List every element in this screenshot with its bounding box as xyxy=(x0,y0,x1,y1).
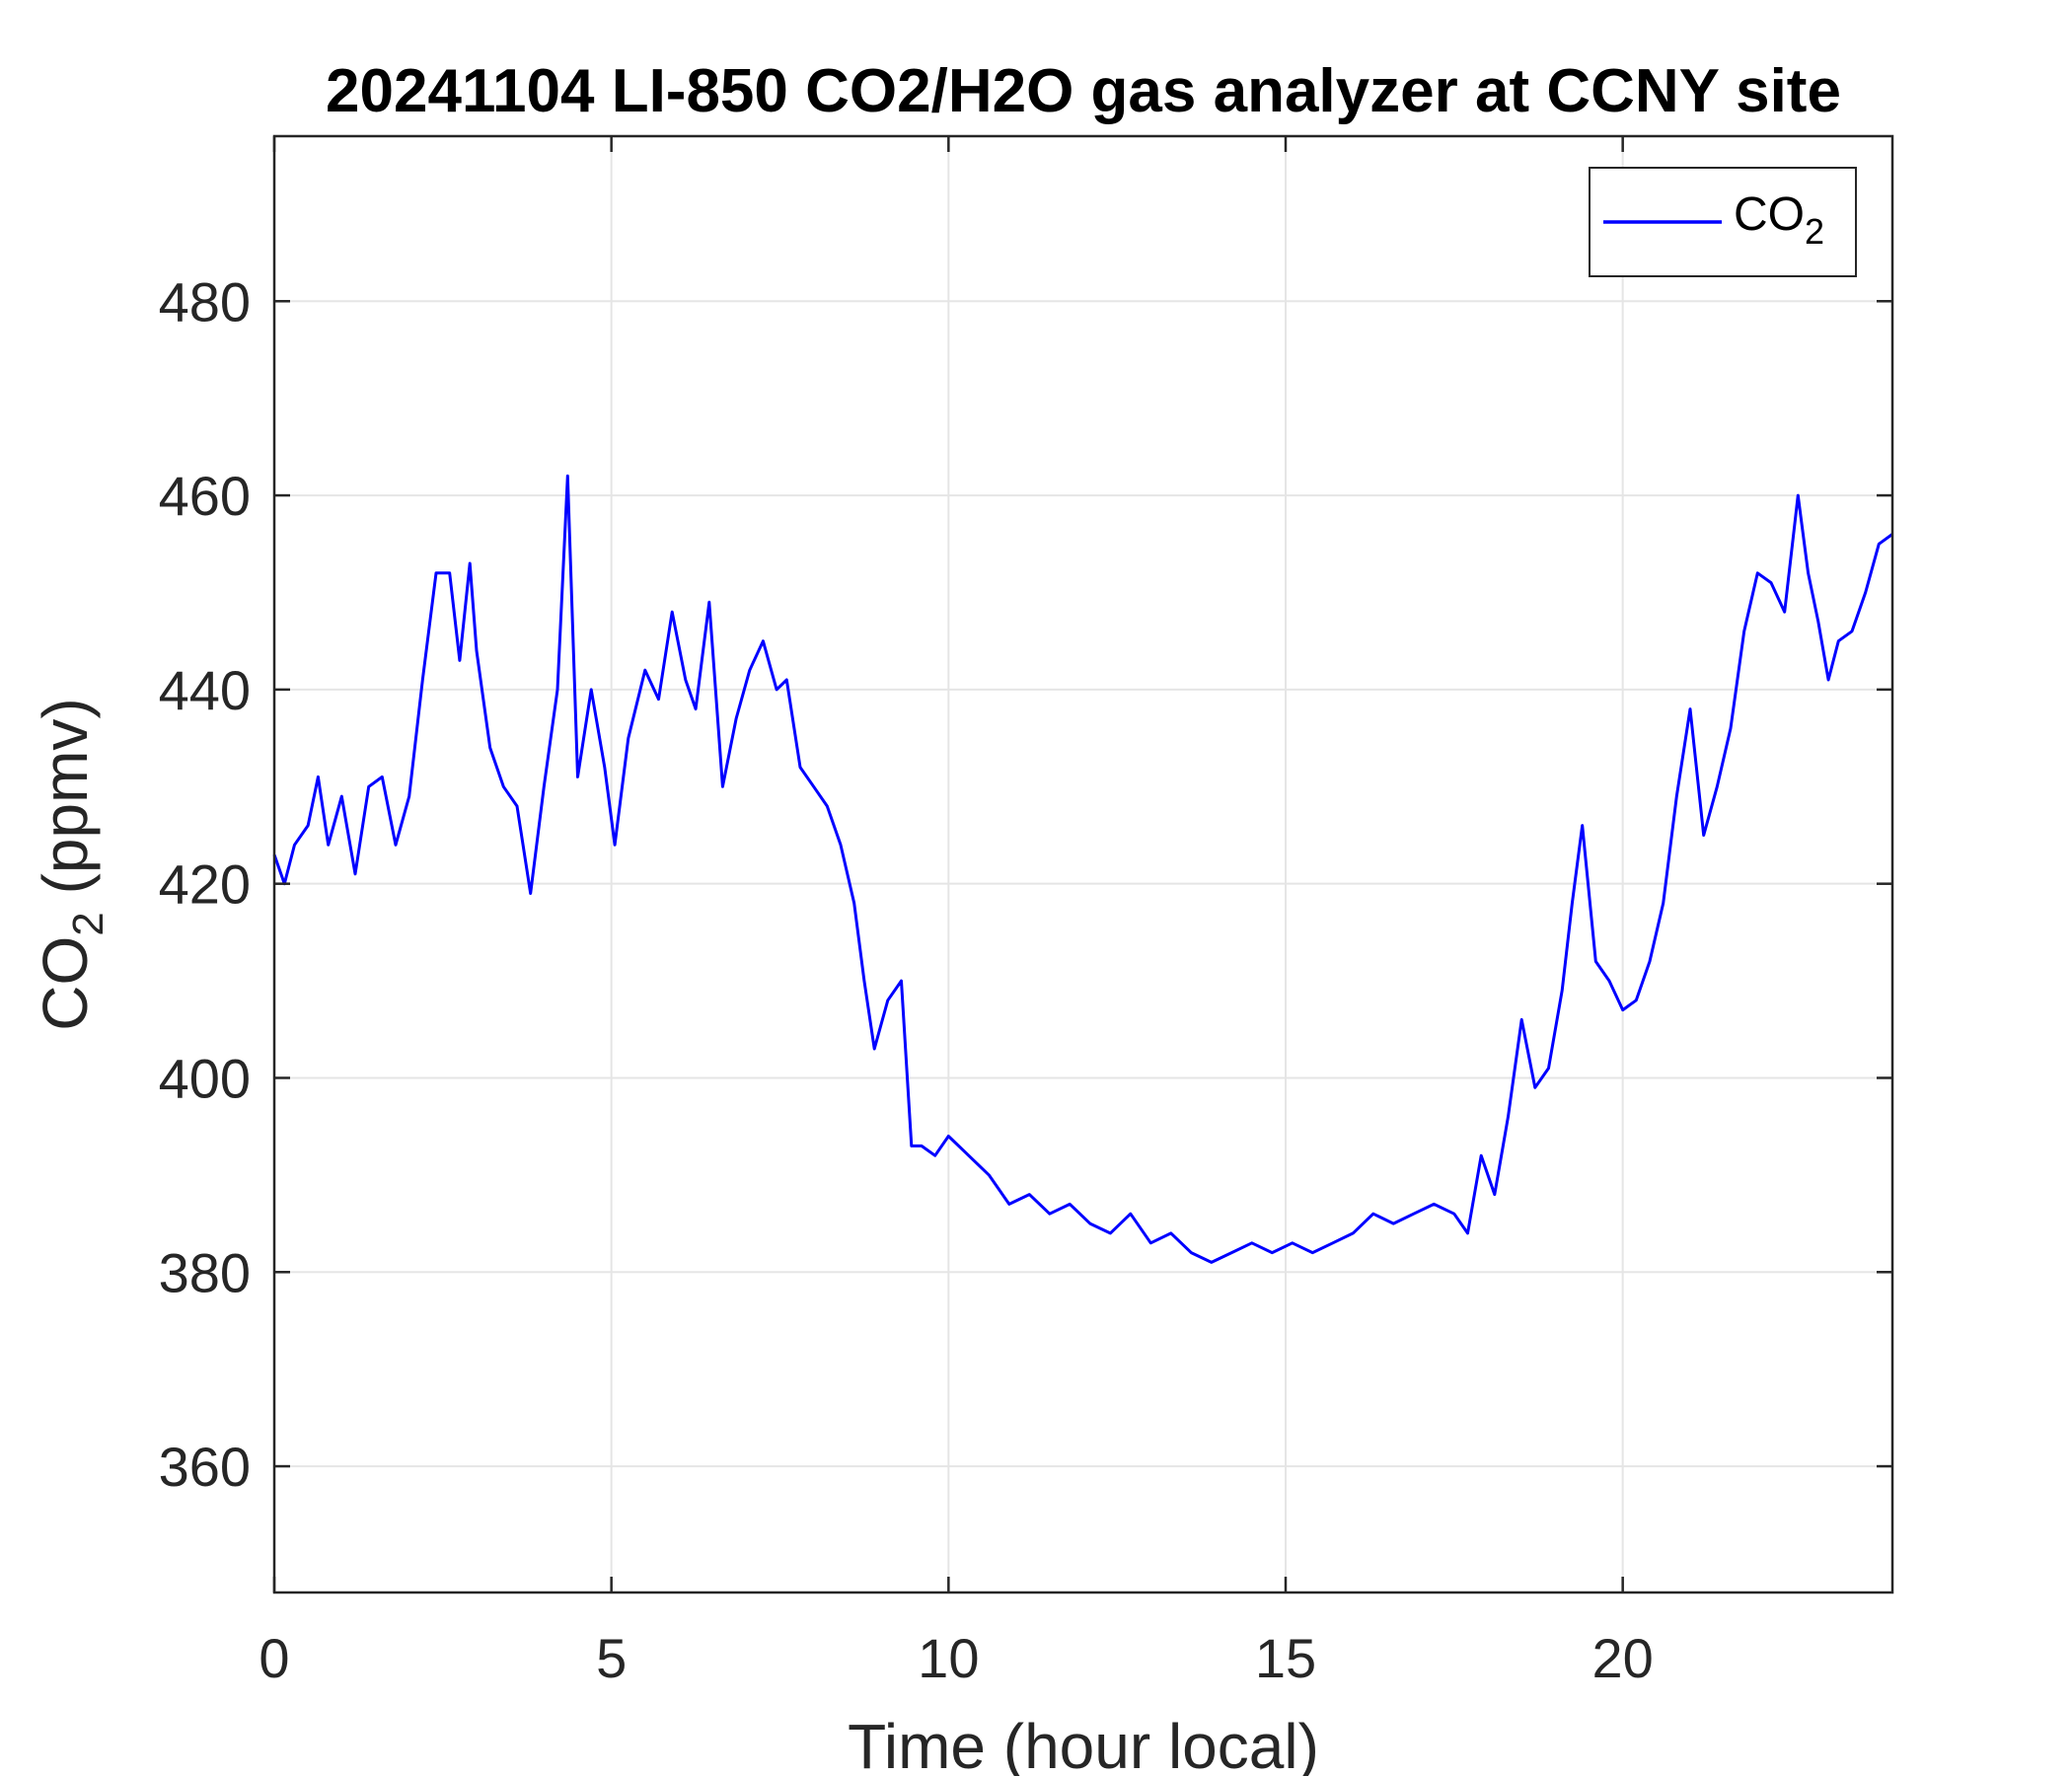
y-tick-label: 460 xyxy=(159,465,251,527)
x-tick-label: 5 xyxy=(596,1627,627,1689)
x-tick-labels: 0 5 10 15 20 xyxy=(259,1627,1653,1689)
legend-label-base: CO xyxy=(1734,188,1805,241)
plot-area xyxy=(274,136,1892,1592)
y-axis-label: CO2 (ppmv) xyxy=(30,698,112,1030)
y-tick-label: 400 xyxy=(159,1047,251,1109)
x-axis-label: Time (hour local) xyxy=(848,1711,1319,1776)
y-tick-label: 420 xyxy=(159,853,251,916)
y-tick-label: 480 xyxy=(159,270,251,333)
y-tick-label: 360 xyxy=(159,1436,251,1498)
legend-label-subscript: 2 xyxy=(1805,211,1824,252)
y-axis-label-base: CO xyxy=(30,936,101,1031)
x-tick-label: 20 xyxy=(1592,1627,1654,1689)
series-group xyxy=(272,474,1893,1264)
x-tick-label: 0 xyxy=(259,1627,289,1689)
y-tick-label: 440 xyxy=(159,659,251,721)
legend-label: CO2 xyxy=(1734,188,1824,252)
grid-lines xyxy=(273,136,1892,1592)
y-tick-label: 380 xyxy=(159,1241,251,1303)
legend: CO2 xyxy=(1589,167,1857,277)
y-axis-label-subscript: 2 xyxy=(64,912,112,935)
x-tick-label: 15 xyxy=(1255,1627,1316,1689)
y-tick-labels: 360 380 400 420 440 460 480 xyxy=(159,270,251,1498)
tick-marks xyxy=(272,136,1892,1592)
y-axis-label-unit: (ppmv) xyxy=(30,698,101,912)
chart-title: 20241104 LI-850 CO2/H2O gas analyzer at … xyxy=(326,57,1841,125)
x-tick-label: 10 xyxy=(918,1627,979,1689)
co2-series-line xyxy=(272,474,1893,1264)
axes-box xyxy=(272,134,1894,1594)
